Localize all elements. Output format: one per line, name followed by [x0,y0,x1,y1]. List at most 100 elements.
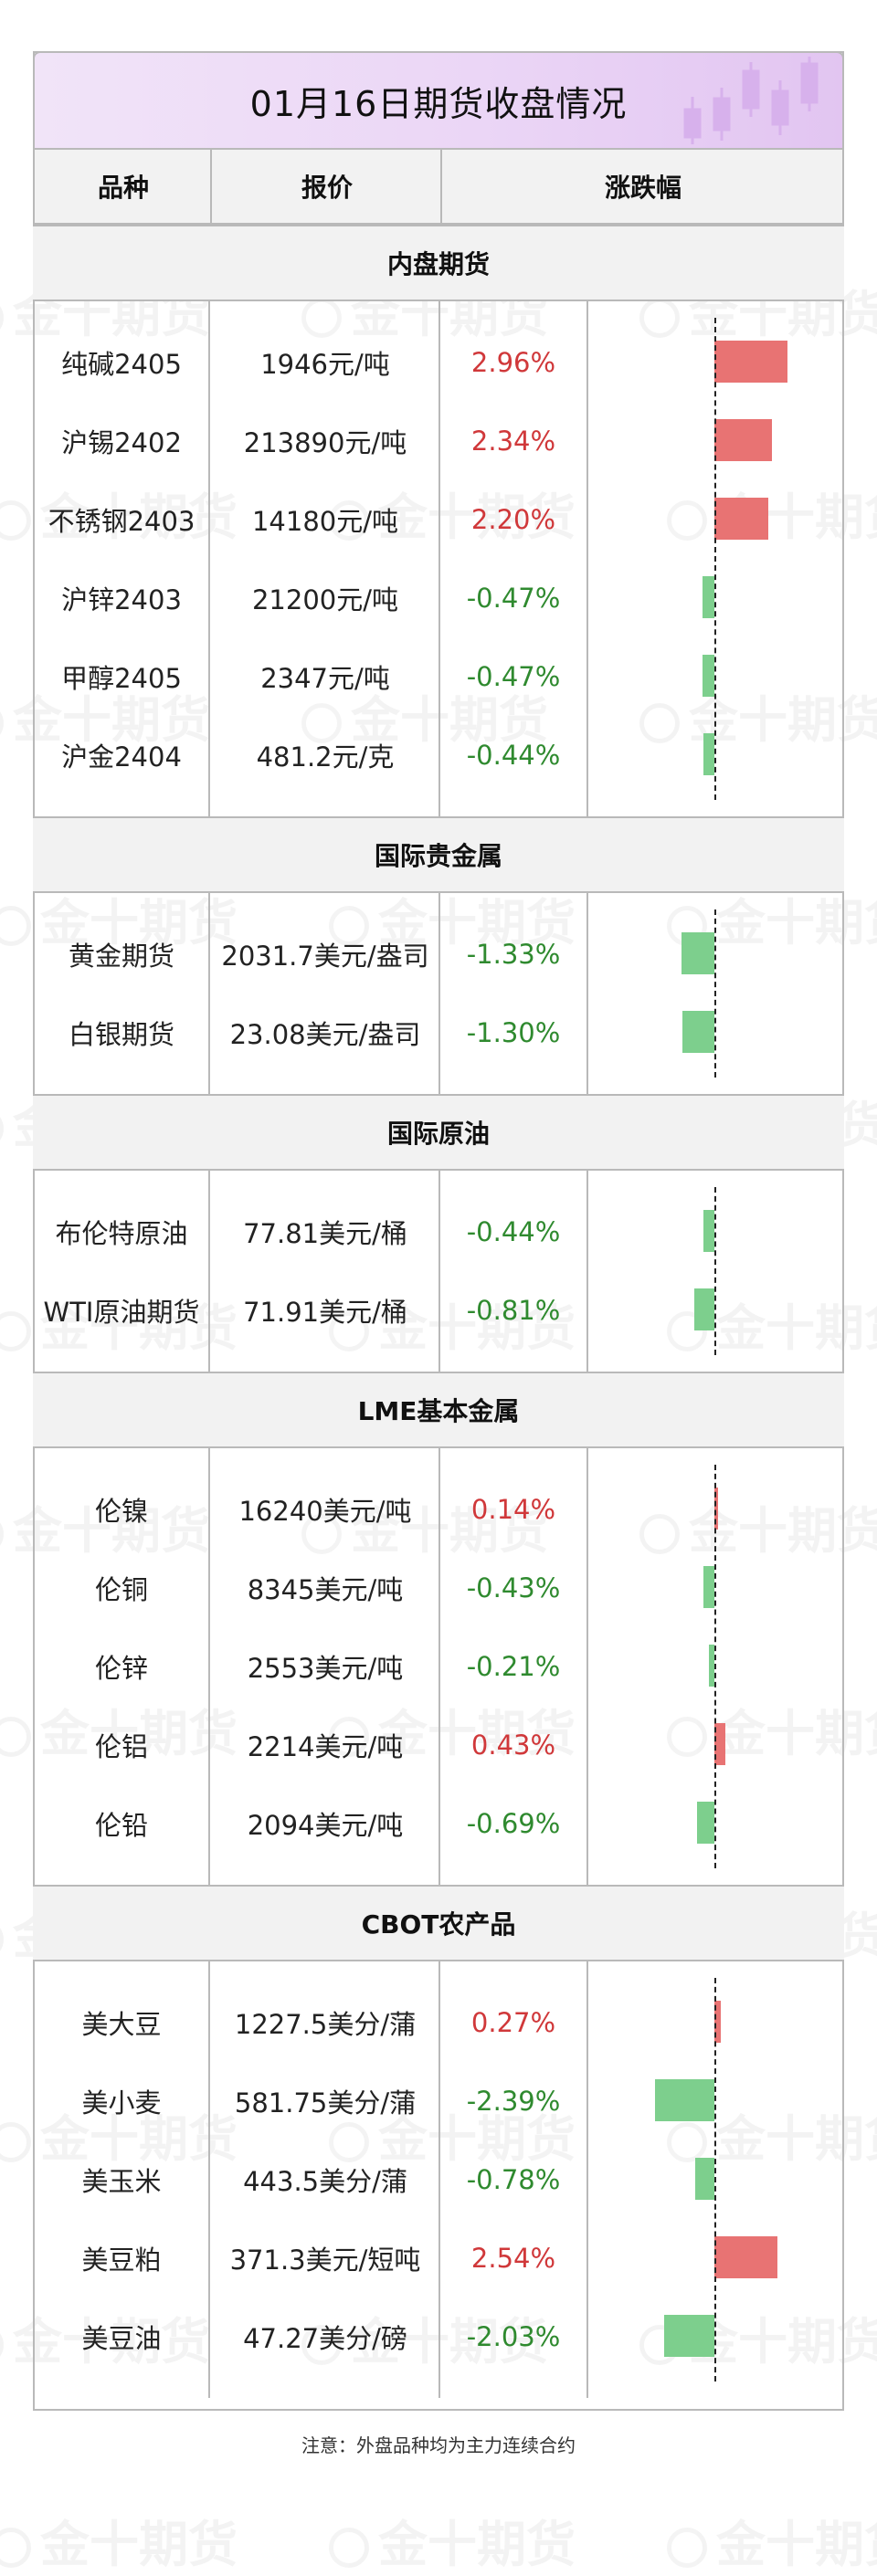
bar-cell [586,1193,844,1271]
table-row: 美大豆 1227.5美分/蒲 0.27% [33,1983,844,2062]
change-bar [697,1802,714,1844]
change-bar [709,1645,714,1687]
column-divider [208,1171,210,1372]
instrument-name: 沪锌2403 [61,584,182,615]
change-bar [714,419,773,461]
instrument-name: 沪金2404 [61,741,182,773]
instrument-name: 黄金期货 [68,941,174,972]
category-header: CBOT农产品 [33,1885,844,1961]
price-value: 2094美元/吨 [247,1810,404,1841]
change-bar [694,1288,714,1330]
change-percent: -0.69% [466,1808,561,1839]
column-divider [586,1171,588,1372]
watermark-text: 金十期货 [716,2516,877,2573]
change-bar [714,498,769,540]
table-row: 美豆粕 371.3美元/短吨 2.54% [33,2219,844,2297]
instrument-name: 纯碱2405 [61,349,182,380]
change-percent: 0.14% [470,1494,556,1525]
footer-note: 注意：外盘品种均为主力连续合约 [301,2434,576,2456]
instrument-name: 伦铝 [94,1731,148,1762]
zero-baseline [714,1978,716,2381]
column-divider [438,301,440,816]
header-change: 涨跌幅 [604,173,682,203]
column-divider [438,893,440,1094]
bar-cell [586,2297,844,2376]
price-value: 581.75美分/蒲 [234,2087,417,2119]
price-value: 2553美元/吨 [247,1653,404,1684]
table-row: 伦镍 16240美元/吨 0.14% [33,1470,844,1549]
instrument-name: 美大豆 [81,2009,162,2040]
change-percent: -1.33% [466,939,561,970]
table-row: 伦铅 2094美元/吨 -0.69% [33,1784,844,1863]
change-percent: -0.44% [466,740,561,771]
change-bar [655,2079,714,2121]
instrument-name: 不锈钢2403 [48,506,195,537]
bar-cell [586,994,844,1072]
bar-cell [586,915,844,994]
instrument-name: 甲醇2405 [61,663,182,694]
zero-baseline [714,909,716,1078]
column-divider [586,301,588,816]
price-value: 2347元/吨 [260,663,390,694]
watermark-logo-icon [0,703,4,744]
change-percent: -0.43% [466,1572,561,1603]
price-value: 77.81美元/桶 [243,1218,407,1249]
bar-cell [586,1549,844,1627]
column-divider [208,1448,210,1885]
instrument-name: 白银期货 [68,1019,174,1050]
change-bar [703,733,714,775]
price-value: 21200元/吨 [251,584,399,615]
change-percent: -2.03% [466,2321,561,2352]
change-bar [714,2001,722,2043]
header-name: 品种 [97,173,149,203]
watermark-logo-icon [0,2122,31,2163]
instrument-name: 伦镍 [94,1496,148,1527]
table-row: 伦铜 8345美元/吨 -0.43% [33,1549,844,1627]
change-bar [682,1011,714,1053]
change-percent: 0.43% [470,1730,556,1761]
bar-cell [586,2062,844,2140]
watermark-logo-icon [667,2528,707,2569]
column-divider [438,1171,440,1372]
watermark-logo-icon [0,2325,4,2366]
change-percent: -2.39% [466,2086,561,2117]
change-bar [703,1210,714,1252]
column-divider [586,1961,588,2398]
instrument-name: 伦铅 [94,1810,148,1841]
bar-cell [586,1627,844,1706]
price-value: 481.2元/克 [256,741,395,773]
column-divider [208,301,210,816]
change-bar [714,1723,725,1765]
change-percent: -0.47% [466,583,561,614]
header-price: 报价 [301,173,353,203]
table-row: 伦铝 2214美元/吨 0.43% [33,1706,844,1784]
change-bar [703,655,714,697]
change-percent: -0.78% [466,2164,561,2195]
table-row: 白银期货 23.08美元/盎司 -1.30% [33,994,844,1072]
bar-cell [586,480,844,559]
page-title: 01月16日期货收盘情况 [249,83,628,124]
bar-cell [586,402,844,480]
table-row: WTI原油期货 71.91美元/桶 -0.81% [33,1271,844,1350]
bar-cell [586,2219,844,2297]
change-bar [703,1566,714,1608]
price-value: 1227.5美分/蒲 [234,2009,417,2040]
category-header: 内盘期货 [33,225,844,301]
price-value: 71.91美元/桶 [243,1297,407,1328]
bar-cell [586,323,844,402]
change-percent: -0.47% [466,661,561,692]
instrument-name: WTI原油期货 [43,1297,200,1328]
change-bar [714,341,787,383]
watermark-logo-icon [0,2528,31,2569]
header-divider [210,150,212,223]
title-bar: 01月16日期货收盘情况 [33,51,844,148]
change-bar [664,2315,714,2357]
change-percent: 2.20% [470,504,556,535]
change-percent: -0.21% [466,1651,561,1682]
change-bar [703,576,714,618]
price-value: 47.27美分/磅 [243,2323,407,2354]
watermark-text: 金十期货 [378,2516,576,2573]
watermark-logo-icon [0,500,31,541]
change-percent: 2.34% [470,426,556,457]
bar-cell [586,716,844,794]
